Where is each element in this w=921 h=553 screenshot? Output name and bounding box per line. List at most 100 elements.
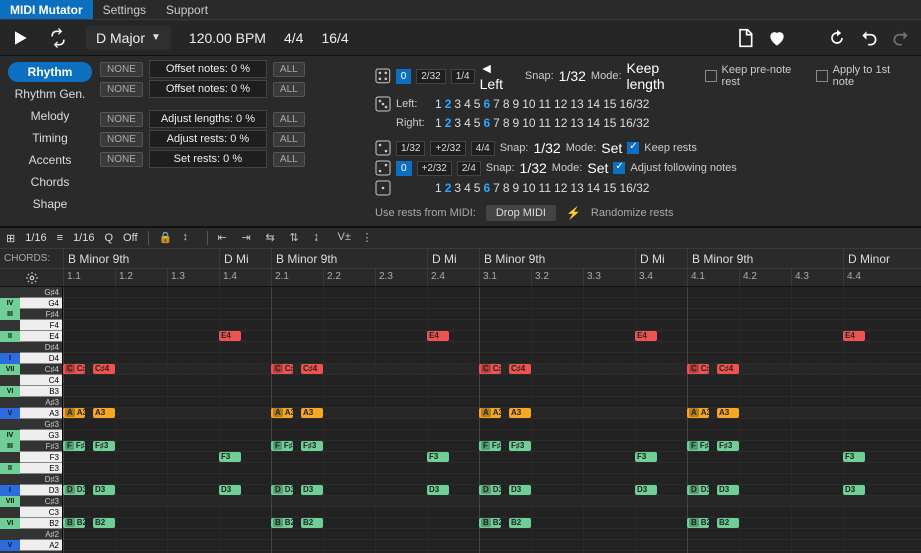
loop-icon[interactable] [48,28,68,48]
note[interactable]: D3 [219,485,241,495]
all-button[interactable]: ALL [273,152,305,167]
randomize-rests-label[interactable]: Randomize rests [591,207,674,219]
beat-cell[interactable]: 3.4 [635,269,653,286]
note[interactable]: AA3 [271,408,293,418]
apply-1st-checkbox[interactable] [816,70,828,82]
num-10[interactable]: 10 [522,181,535,195]
param-field[interactable]: Offset notes: 0 % [149,60,267,78]
sidebar-item-rhythm[interactable]: Rhythm [8,62,92,82]
num-10[interactable]: 10 [522,116,535,130]
num-6[interactable]: 6 [483,97,490,111]
num-9[interactable]: 9 [513,116,520,130]
sidebar-item-timing[interactable]: Timing [8,128,92,148]
beat-cell[interactable]: 1.2 [115,269,133,286]
adjust-following-checkbox[interactable] [613,162,625,174]
note[interactable]: FF♯3 [271,441,293,451]
chord-cell[interactable]: B Minor 9th [63,249,129,268]
grid-value-a[interactable]: 1/16 [25,232,46,244]
beat-cell[interactable]: 1.1 [63,269,81,286]
len-c[interactable]: 4/4 [471,141,495,156]
all-button[interactable]: ALL [273,62,305,77]
all-button[interactable]: ALL [273,132,305,147]
num-16/32[interactable]: 16/32 [619,116,649,130]
note[interactable]: F♯3 [93,441,115,451]
note[interactable]: AA3 [687,408,709,418]
none-button[interactable]: NONE [100,62,143,77]
len-b[interactable]: +2/32 [430,141,465,156]
off-label[interactable]: Off [123,232,137,244]
reset-icon[interactable] [827,28,847,48]
num-15[interactable]: 15 [603,116,616,130]
grid-icon-2[interactable]: ≡ [57,232,63,244]
chord-cell[interactable]: D Minor [843,249,890,268]
sidebar-item-rhythm-gen-[interactable]: Rhythm Gen. [8,84,92,104]
num-2[interactable]: 2 [445,97,452,111]
num-5[interactable]: 5 [474,116,481,130]
note[interactable]: F♯3 [509,441,531,451]
arrows-icon[interactable]: ↕ [183,231,197,245]
note[interactable]: F3 [219,452,241,462]
num-2[interactable]: 2 [445,181,452,195]
note[interactable]: C♯4 [717,364,739,374]
note[interactable]: F♯3 [717,441,739,451]
bolt-icon[interactable]: ⚡ [566,206,581,220]
num-8[interactable]: 8 [503,181,510,195]
piano-keys[interactable]: G♯4IVG4IIIF♯4F4IIE4D♯4ID4VIIC♯4C4VIB3A♯3… [0,287,63,553]
note[interactable]: A3 [717,408,739,418]
beat-cell[interactable]: 2.1 [271,269,289,286]
num-7[interactable]: 7 [493,97,500,111]
snap-value[interactable]: 1/32 [533,140,560,156]
note[interactable]: A3 [93,408,115,418]
mode-value[interactable]: Keep length [627,60,700,92]
rest-c[interactable]: 2/4 [457,161,481,176]
beat-cell[interactable]: 1.4 [219,269,237,286]
new-file-icon[interactable] [735,28,755,48]
num-10[interactable]: 10 [522,97,535,111]
mode-value[interactable]: Set [587,160,608,176]
num-16/32[interactable]: 16/32 [619,97,649,111]
num-7[interactable]: 7 [493,181,500,195]
snap-value[interactable]: 1/32 [520,160,547,176]
num-9[interactable]: 9 [513,97,520,111]
note[interactable]: D3 [93,485,115,495]
note[interactable]: E4 [427,331,449,341]
param-field[interactable]: Offset notes: 0 % [149,80,267,98]
note[interactable]: FF♯3 [687,441,709,451]
num-8[interactable]: 8 [503,116,510,130]
bottom-number-strip[interactable]: 12345678910111213141516/32 [435,181,649,195]
param-field[interactable]: Adjust rests: 0 % [149,130,267,148]
chord-cell[interactable]: D Mi [635,249,665,268]
num-1[interactable]: 1 [435,97,442,111]
num-12[interactable]: 12 [554,181,567,195]
timesig2-value[interactable]: 16/4 [321,30,348,46]
note[interactable]: DD3 [687,485,709,495]
beat-cells[interactable]: 1.11.21.31.42.12.22.32.43.13.23.33.44.14… [63,269,921,286]
quantize-icon[interactable]: Q [104,232,113,244]
dice-icon[interactable] [375,68,391,84]
sidebar-item-chords[interactable]: Chords [8,172,92,192]
beat-cell[interactable]: 4.1 [687,269,705,286]
num-11[interactable]: 11 [539,116,551,130]
offset-a[interactable]: 0 [396,69,412,84]
heart-icon[interactable] [767,28,787,48]
all-button[interactable]: ALL [273,82,305,97]
num-12[interactable]: 12 [554,116,567,130]
num-7[interactable]: 7 [493,116,500,130]
grid-value-b[interactable]: 1/16 [73,232,94,244]
note[interactable]: E4 [635,331,657,341]
num-13[interactable]: 13 [570,116,583,130]
note[interactable]: CC♯4 [271,364,293,374]
note[interactable]: B2 [717,518,739,528]
note[interactable]: C♯4 [301,364,323,374]
chord-cell[interactable]: B Minor 9th [479,249,545,268]
note[interactable]: BB2 [63,518,85,528]
num-5[interactable]: 5 [474,181,481,195]
key-dropdown[interactable]: D Major ▼ [86,26,171,50]
num-14[interactable]: 14 [587,116,600,130]
num-6[interactable]: 6 [483,181,490,195]
num-3[interactable]: 3 [454,181,461,195]
flip-h-icon[interactable]: ⇆ [266,231,280,245]
piano-roll[interactable]: G♯4IVG4IIIF♯4F4IIE4D♯4ID4VIIC♯4C4VIB3A♯3… [0,287,921,553]
num-13[interactable]: 13 [570,181,583,195]
note[interactable]: FF♯3 [479,441,501,451]
